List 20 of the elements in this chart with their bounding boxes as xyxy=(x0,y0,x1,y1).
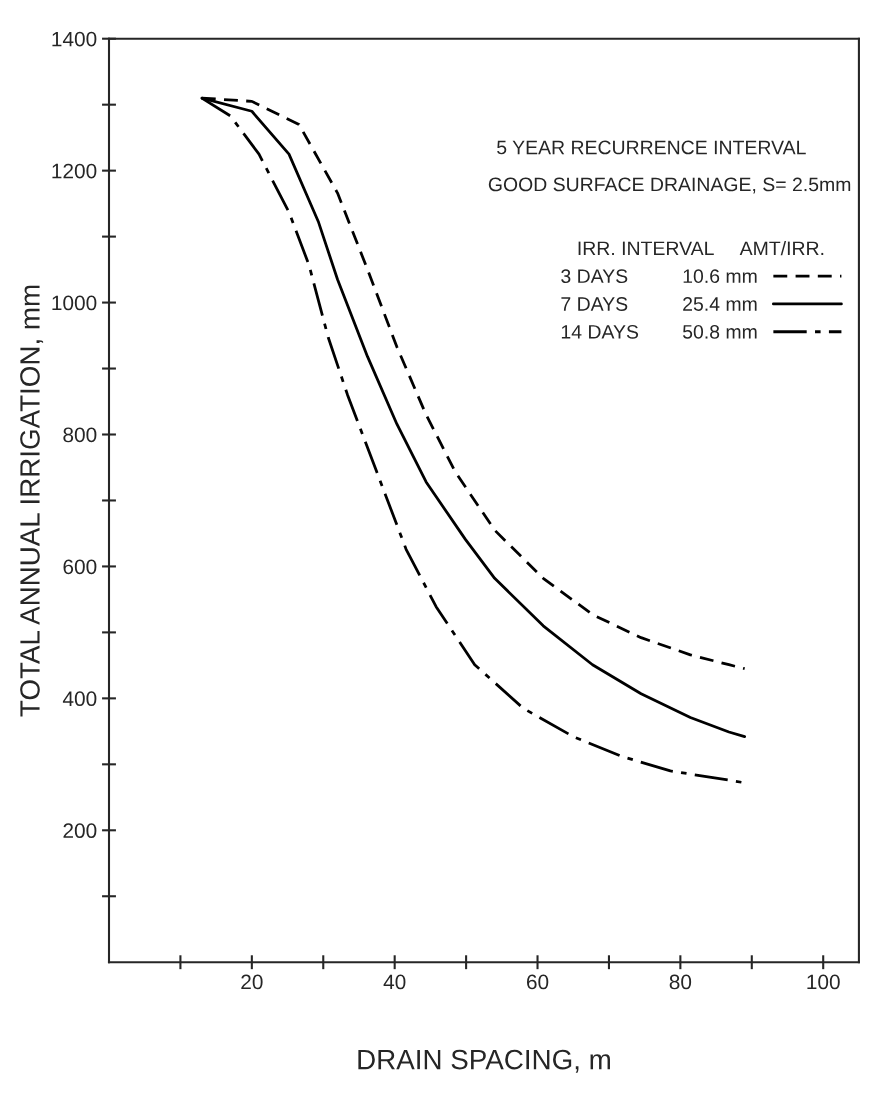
legend-label: 14 DAYS 50.8 mm xyxy=(561,324,757,339)
x-tick-label: 40 xyxy=(383,974,406,990)
legend-title: IRR. INTERVAL AMT/IRR. xyxy=(578,240,824,256)
y-tick-label: 1000 xyxy=(52,295,97,311)
y-tick-label: 600 xyxy=(63,559,97,575)
x-tick-label: 20 xyxy=(241,974,263,990)
y-tick-label: 400 xyxy=(62,691,97,707)
y-tick-label: 1200 xyxy=(52,163,97,179)
x-axis-title: DRAIN SPACING, m xyxy=(358,1049,610,1073)
x-tick-label: 100 xyxy=(807,974,840,990)
y-tick-label: 1400 xyxy=(52,31,97,47)
y-tick-label: 800 xyxy=(63,427,97,443)
x-tick-label: 80 xyxy=(669,974,692,990)
x-tick-label: 60 xyxy=(527,974,549,990)
y-axis-title: TOTAL ANNUAL IRRIGATION, mm xyxy=(20,285,44,717)
legend-label: 7 DAYS 25.4 mm xyxy=(561,297,757,311)
annotation: GOOD SURFACE DRAINAGE, S= 2.5mm xyxy=(488,177,851,194)
y-tick-label: 200 xyxy=(63,823,97,839)
legend-label: 3 DAYS 10.6 mm xyxy=(561,269,757,284)
annotation: 5 YEAR RECURRENCE INTERVAL xyxy=(497,140,806,155)
